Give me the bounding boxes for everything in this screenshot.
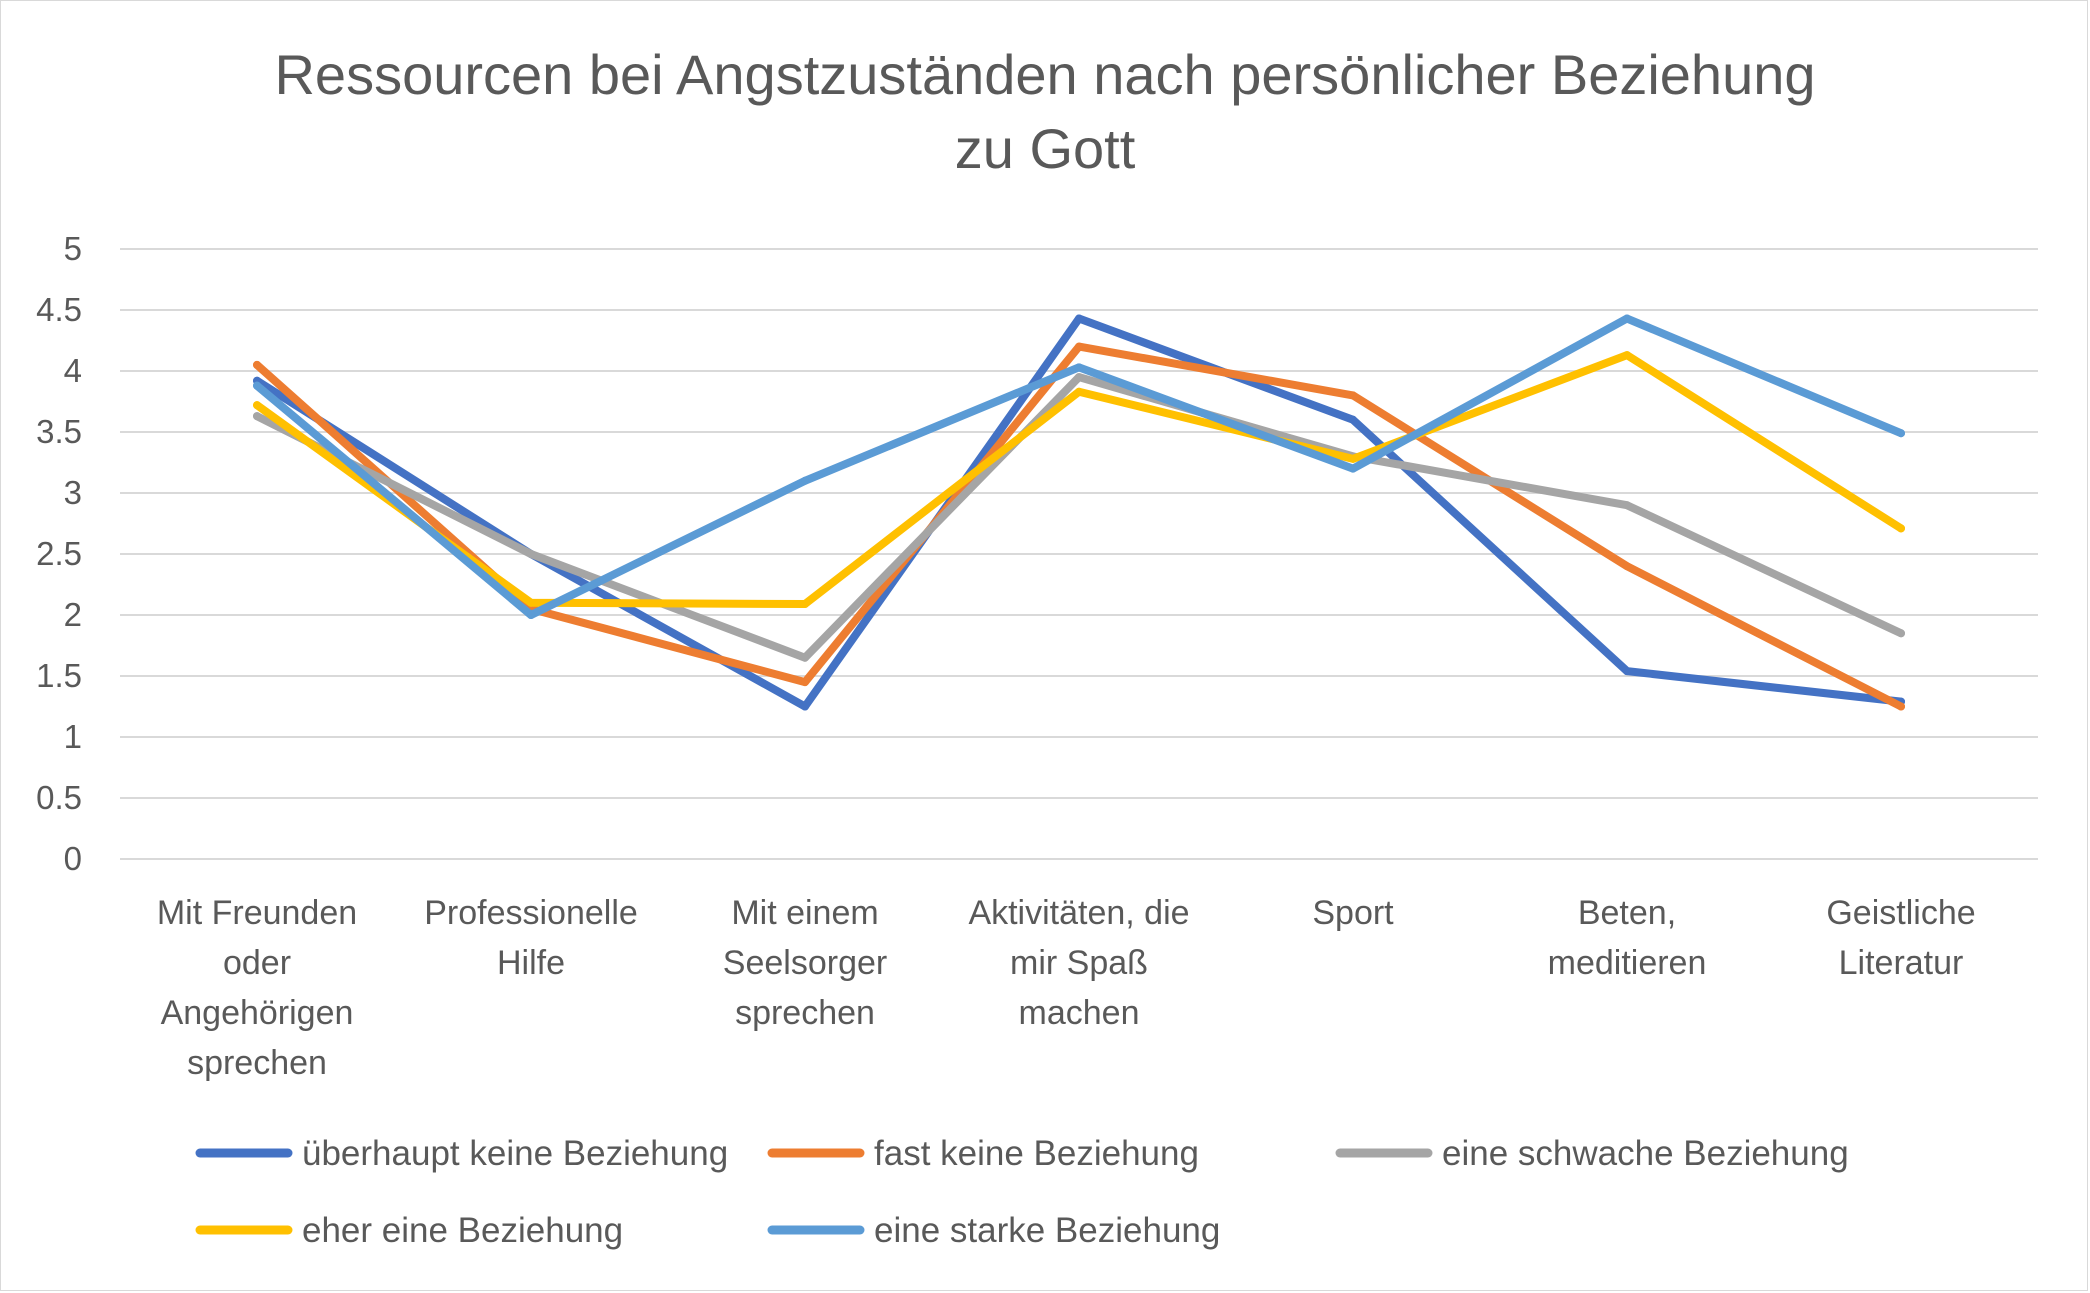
data-point [1349, 415, 1357, 424]
data-point [1623, 667, 1631, 676]
x-category-label-line: Geistliche [1826, 894, 1975, 932]
legend-label: eine schwache Beziehung [1442, 1134, 1849, 1173]
x-category-label-line: machen [1019, 994, 1140, 1032]
x-category-label-line: Mit einem [731, 894, 878, 932]
y-tick-label: 1 [64, 718, 82, 755]
x-category-label-line: mir Spaß [1010, 944, 1148, 982]
y-tick-label: 1.5 [36, 657, 82, 694]
data-point [1897, 524, 1905, 533]
data-point [801, 702, 809, 711]
x-category-label: Professionelle Hilfe [424, 894, 638, 982]
series-5 [253, 314, 1905, 619]
legend-item: eine starke Beziehung [767, 1211, 1220, 1250]
y-tick-label: 0.5 [36, 779, 82, 816]
data-point [801, 476, 809, 485]
series-4 [253, 351, 1905, 609]
data-point [253, 401, 261, 410]
data-point [801, 653, 809, 662]
x-category-label-line: Literatur [1839, 944, 1964, 982]
x-category-label-line: oder [223, 944, 291, 982]
data-point [527, 611, 535, 619]
chart-title-line-2: zu Gott [954, 117, 1136, 180]
x-category-label-line: sprechen [735, 994, 875, 1032]
legend: überhaupt keine Beziehung fast keine Bezi… [195, 1134, 1849, 1250]
x-axis-category-labels: Mit Freunden oder Angehörigen sprechen Profe… [157, 894, 1976, 1082]
data-point [1075, 342, 1083, 351]
data-point [253, 412, 261, 421]
series-lines [253, 314, 1905, 711]
legend-item: eher eine Beziehung [195, 1211, 623, 1250]
data-point [527, 550, 535, 558]
data-point [1623, 501, 1631, 510]
data-point [253, 381, 261, 390]
data-point [1897, 629, 1905, 638]
data-point [253, 360, 261, 369]
x-category-label: Aktivitäten, die mir Spaß machen [968, 894, 1189, 1032]
data-point [1075, 314, 1083, 323]
x-category-label: Geistliche Literatur [1826, 894, 1975, 982]
x-category-label-line: Aktivitäten, die [968, 894, 1189, 932]
data-point [1897, 702, 1905, 711]
x-category-label-line: Seelsorger [723, 944, 887, 982]
x-category-label-line: Mit Freunden [157, 894, 357, 932]
data-point [1075, 373, 1083, 382]
y-axis-tick-labels: 0 0.5 1 1.5 2 2.5 3 3.5 4 4.5 5 [36, 230, 82, 877]
y-tick-label: 2 [64, 596, 82, 633]
legend-item: eine schwache Beziehung [1335, 1134, 1849, 1173]
x-category-label: Beten, meditieren [1548, 894, 1707, 982]
y-tick-label: 4 [64, 352, 82, 389]
data-point [1623, 562, 1631, 571]
data-point [1897, 429, 1905, 438]
series-line [253, 342, 1905, 711]
data-point [1075, 387, 1083, 396]
x-category-label-line: meditieren [1548, 944, 1707, 982]
data-point [801, 678, 809, 687]
x-category-label-line: Sport [1312, 894, 1394, 932]
data-point [1075, 363, 1083, 372]
x-category-label-line: Angehörigen [161, 994, 354, 1032]
y-tick-label: 3 [64, 474, 82, 511]
x-category-label-line: Hilfe [497, 944, 565, 982]
data-point [1623, 351, 1631, 360]
x-category-label: Mit einem Seelsorger sprechen [723, 894, 887, 1032]
data-point [1623, 314, 1631, 323]
y-tick-label: 5 [64, 230, 82, 267]
data-point [1349, 454, 1357, 463]
data-point [1349, 391, 1357, 400]
series-3 [253, 373, 1905, 662]
y-tick-label: 0 [64, 840, 82, 877]
legend-item: fast keine Beziehung [767, 1134, 1199, 1173]
legend-item: überhaupt keine Beziehung [195, 1134, 728, 1173]
legend-label: eher eine Beziehung [302, 1211, 623, 1250]
gridlines [120, 248, 2038, 860]
x-category-label-line: Beten, [1578, 894, 1676, 932]
data-point [801, 600, 809, 609]
y-tick-label: 2.5 [36, 535, 82, 572]
chart-title-line-1: Ressourcen bei Angstzuständen nach persö… [274, 43, 1816, 106]
data-point [1349, 464, 1357, 473]
legend-label: fast keine Beziehung [874, 1134, 1199, 1173]
chart-title: Ressourcen bei Angstzuständen nach persö… [0, 38, 2090, 186]
data-point [527, 598, 535, 607]
y-tick-label: 3.5 [36, 413, 82, 450]
series-line [253, 314, 1905, 619]
y-tick-label: 4.5 [36, 291, 82, 328]
series-2 [253, 342, 1905, 711]
legend-label: eine starke Beziehung [874, 1211, 1220, 1250]
x-category-label: Sport [1312, 894, 1394, 932]
legend-label: überhaupt keine Beziehung [302, 1134, 728, 1173]
x-category-label-line: sprechen [187, 1044, 327, 1082]
x-category-label-line: Professionelle [424, 894, 638, 932]
x-category-label: Mit Freunden oder Angehörigen sprechen [157, 894, 357, 1082]
